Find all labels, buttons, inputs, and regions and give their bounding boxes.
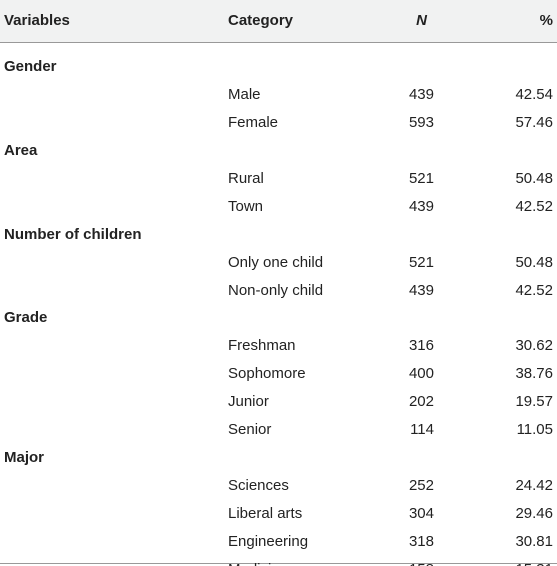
count: 439 [408, 85, 434, 103]
percent: 11.05 [516, 421, 553, 439]
category: Town [228, 197, 264, 215]
category: Sciences [228, 477, 289, 495]
count: 252 [408, 477, 434, 495]
count: 400 [408, 365, 434, 383]
group-label: Major [4, 449, 45, 467]
count: 593 [408, 113, 434, 131]
count: 439 [408, 281, 434, 299]
count: 316 [408, 337, 434, 355]
category: Senior [228, 421, 272, 439]
percent: 50.48 [515, 169, 553, 187]
group-label: Gender [4, 58, 57, 75]
count: 202 [408, 393, 434, 411]
percent: 24.42 [515, 477, 553, 495]
header-cell: % [539, 12, 553, 29]
category: Male [228, 85, 261, 103]
header-cell: Variables [4, 12, 70, 29]
category: Liberal arts [228, 505, 303, 523]
category: Medicine [228, 560, 288, 566]
percent: 15.31 [515, 560, 553, 566]
percent: 30.81 [515, 532, 553, 550]
count: 304 [408, 505, 434, 523]
group-label: Grade [4, 309, 48, 327]
count: 158 [409, 560, 434, 566]
percent: 29.46 [515, 505, 553, 523]
percent: 30.62 [515, 337, 553, 355]
percent: 57.46 [515, 113, 553, 131]
percent: 42.52 [515, 197, 553, 215]
category: Non-only child [228, 281, 324, 299]
percent: 42.54 [515, 85, 553, 103]
header-row [0, 0, 557, 43]
percent: 50.48 [515, 253, 553, 271]
category: Junior [228, 393, 269, 411]
group-label: Number of children [4, 225, 142, 243]
count: 318 [408, 532, 434, 550]
category: Female [228, 113, 279, 131]
group-label: Area [4, 141, 38, 159]
header-cell: Category [228, 12, 294, 29]
header-cell: N [416, 12, 427, 29]
category: Sophomore [228, 365, 306, 383]
bottom-rule [0, 563, 557, 564]
count: 114 [410, 421, 434, 439]
category: Engineering [228, 532, 309, 550]
category: Only one child [228, 253, 324, 271]
percent: 42.52 [515, 281, 553, 299]
category: Freshman [228, 337, 296, 355]
count: 521 [408, 169, 434, 187]
percent: 38.76 [515, 365, 553, 383]
category: Rural [228, 169, 264, 187]
percent: 19.57 [515, 393, 553, 411]
count: 521 [408, 253, 434, 271]
count: 439 [408, 197, 434, 215]
